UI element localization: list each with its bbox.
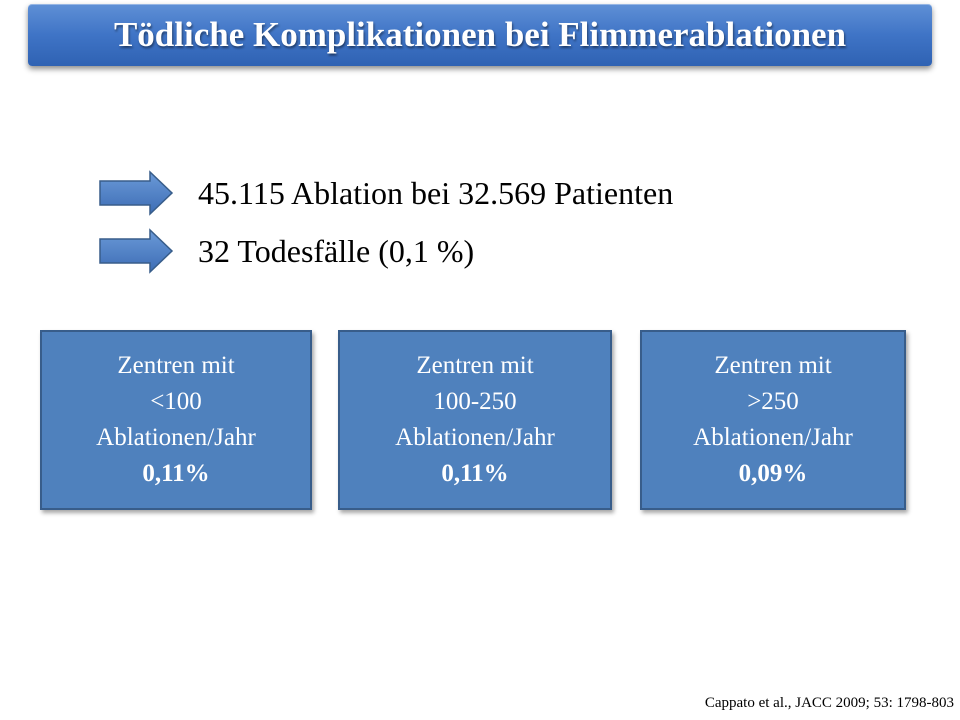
box-value: 0,11%	[142, 460, 210, 487]
box-line: Ablationen/Jahr	[395, 424, 555, 451]
center-box-under-100: Zentren mit <100 Ablationen/Jahr 0,11%	[40, 330, 312, 510]
bullet-row-deaths: 32 Todesfälle (0,1 %)	[98, 228, 474, 274]
box-value: 0,11%	[441, 460, 509, 487]
bullet-text: 45.115 Ablation bei 32.569 Patienten	[198, 174, 674, 211]
box-line: Ablationen/Jahr	[693, 424, 853, 451]
box-line: 100-250	[433, 388, 517, 415]
right-arrow-icon	[99, 228, 174, 274]
center-box-over-250: Zentren mit >250 Ablationen/Jahr 0,09%	[640, 330, 906, 510]
slide-title-bar: Tödliche Komplikationen bei Flimmerablat…	[28, 4, 932, 66]
box-line: <100	[150, 388, 202, 415]
citation: Cappato et al., JACC 2009; 53: 1798-803	[704, 695, 954, 711]
center-box-100-250: Zentren mit 100-250 Ablationen/Jahr 0,11…	[338, 330, 612, 510]
box-line: >250	[747, 388, 799, 415]
right-arrow-icon	[99, 170, 174, 216]
bullet-text: 32 Todesfälle (0,1 %)	[198, 232, 475, 269]
box-value: 0,09%	[738, 460, 808, 487]
box-line: Ablationen/Jahr	[96, 424, 256, 451]
bullet-row-ablations: 45.115 Ablation bei 32.569 Patienten	[98, 170, 673, 216]
box-line: Zentren mit	[117, 352, 235, 379]
box-line: Zentren mit	[714, 352, 832, 379]
slide-title: Tödliche Komplikationen bei Flimmerablat…	[113, 15, 847, 54]
box-line: Zentren mit	[416, 352, 534, 379]
